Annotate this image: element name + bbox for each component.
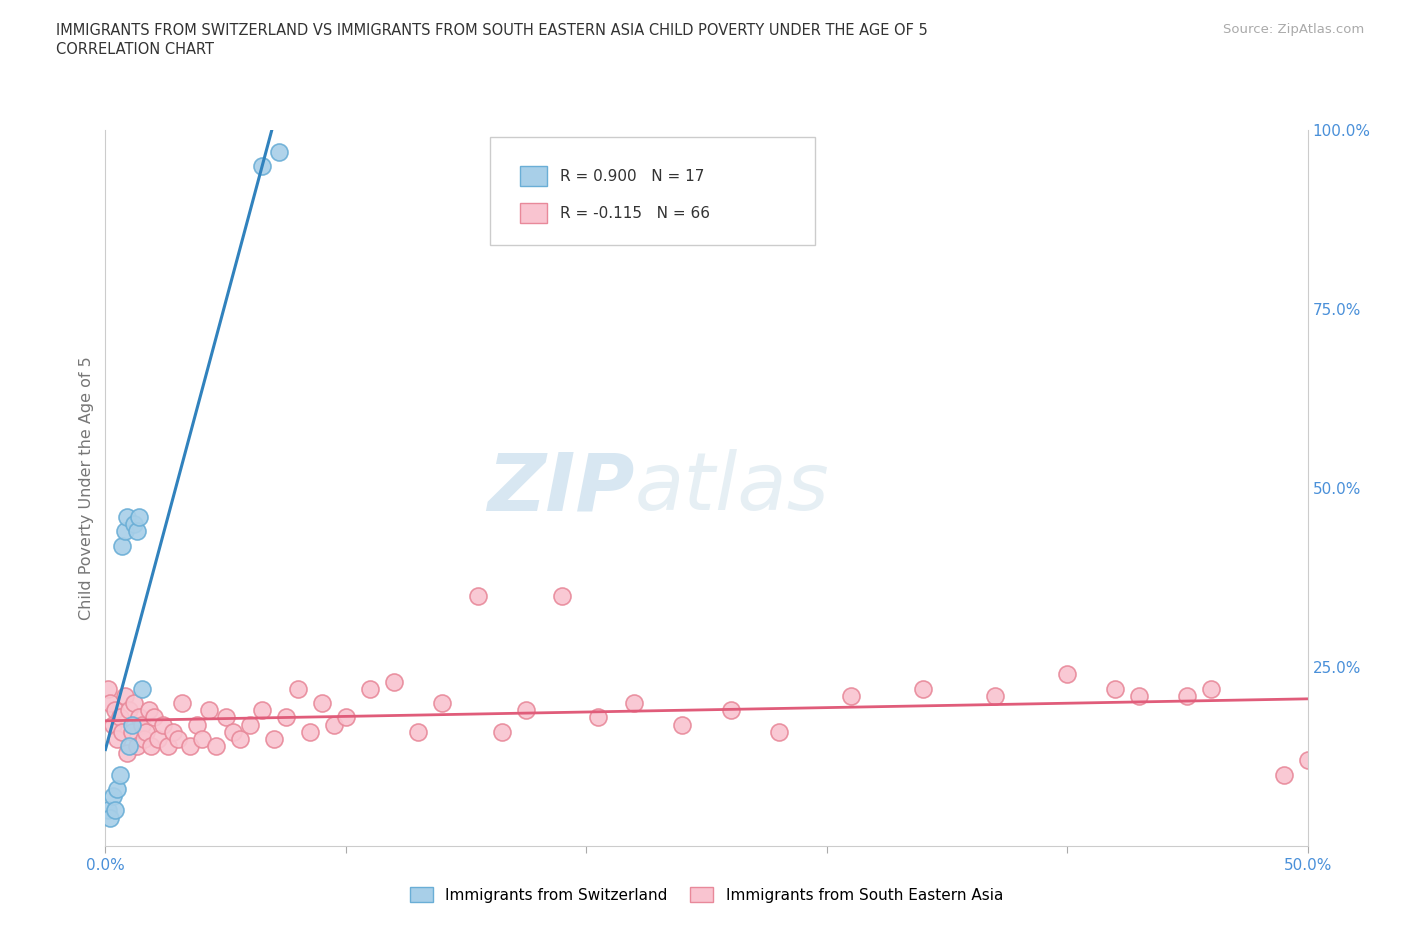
Legend: Immigrants from Switzerland, Immigrants from South Eastern Asia: Immigrants from Switzerland, Immigrants … xyxy=(402,879,1011,910)
Point xyxy=(1296,753,1319,768)
Point xyxy=(768,724,790,739)
Point xyxy=(107,781,129,796)
Point xyxy=(98,810,121,825)
FancyBboxPatch shape xyxy=(520,166,547,186)
Point xyxy=(1104,682,1126,697)
Point xyxy=(97,804,120,818)
Point xyxy=(162,724,184,739)
Point xyxy=(671,717,693,732)
Point xyxy=(139,738,162,753)
Point xyxy=(250,159,273,174)
Point xyxy=(179,738,201,753)
Point xyxy=(911,682,934,697)
Text: IMMIGRANTS FROM SWITZERLAND VS IMMIGRANTS FROM SOUTH EASTERN ASIA CHILD POVERTY : IMMIGRANTS FROM SWITZERLAND VS IMMIGRANT… xyxy=(56,23,928,38)
Point xyxy=(1056,667,1078,682)
Point xyxy=(287,682,309,697)
Point xyxy=(131,717,153,732)
Point xyxy=(406,724,429,739)
Point xyxy=(172,696,194,711)
Y-axis label: Child Poverty Under the Age of 5: Child Poverty Under the Age of 5 xyxy=(79,356,94,620)
Point xyxy=(104,804,127,818)
Point xyxy=(125,738,148,753)
Point xyxy=(222,724,245,739)
Point xyxy=(124,517,146,532)
Point xyxy=(239,717,262,732)
Point xyxy=(111,724,134,739)
Point xyxy=(263,732,285,747)
Point xyxy=(128,710,150,724)
Point xyxy=(166,732,188,747)
Point xyxy=(588,710,610,724)
FancyBboxPatch shape xyxy=(491,138,814,245)
Point xyxy=(135,724,157,739)
Point xyxy=(124,696,146,711)
Point xyxy=(720,703,742,718)
Point xyxy=(322,717,344,732)
Point xyxy=(229,732,252,747)
Point xyxy=(491,724,513,739)
Point xyxy=(128,510,150,525)
Point xyxy=(205,738,228,753)
Point xyxy=(551,589,574,604)
Point xyxy=(515,703,537,718)
Point xyxy=(1175,688,1198,703)
Point xyxy=(152,717,174,732)
Point xyxy=(1272,767,1295,782)
Point xyxy=(382,674,405,689)
Point xyxy=(623,696,645,711)
Point xyxy=(467,589,489,604)
Point xyxy=(142,710,165,724)
Point xyxy=(118,738,141,753)
Point xyxy=(186,717,208,732)
Point xyxy=(101,717,124,732)
Point xyxy=(335,710,357,724)
Point xyxy=(1201,682,1223,697)
Point xyxy=(97,682,120,697)
Point xyxy=(190,732,212,747)
Point xyxy=(984,688,1007,703)
Point xyxy=(131,682,153,697)
Point xyxy=(1128,688,1150,703)
Point xyxy=(121,724,143,739)
Point xyxy=(156,738,179,753)
Point xyxy=(107,732,129,747)
Text: Source: ZipAtlas.com: Source: ZipAtlas.com xyxy=(1223,23,1364,36)
Point xyxy=(125,524,148,538)
Point xyxy=(839,688,862,703)
Point xyxy=(132,732,155,747)
Point xyxy=(138,703,160,718)
Point xyxy=(311,696,333,711)
Point xyxy=(115,510,138,525)
Point xyxy=(298,724,321,739)
Point xyxy=(198,703,221,718)
Point xyxy=(114,524,136,538)
Point xyxy=(114,688,136,703)
Point xyxy=(115,746,138,761)
Text: CORRELATION CHART: CORRELATION CHART xyxy=(56,42,214,57)
Point xyxy=(101,789,124,804)
Text: R = -0.115   N = 66: R = -0.115 N = 66 xyxy=(560,206,710,221)
Point xyxy=(108,710,131,724)
Point xyxy=(108,767,131,782)
Point xyxy=(104,703,127,718)
Point xyxy=(214,710,236,724)
Point xyxy=(118,703,141,718)
Point xyxy=(274,710,297,724)
Point xyxy=(359,682,381,697)
Point xyxy=(98,696,121,711)
Text: R = 0.900   N = 17: R = 0.900 N = 17 xyxy=(560,169,704,184)
Point xyxy=(111,538,134,553)
Point xyxy=(250,703,273,718)
Point xyxy=(430,696,453,711)
FancyBboxPatch shape xyxy=(520,203,547,223)
Point xyxy=(267,144,290,159)
Point xyxy=(148,732,170,747)
Point xyxy=(121,717,143,732)
Text: atlas: atlas xyxy=(634,449,830,527)
Text: ZIP: ZIP xyxy=(486,449,634,527)
